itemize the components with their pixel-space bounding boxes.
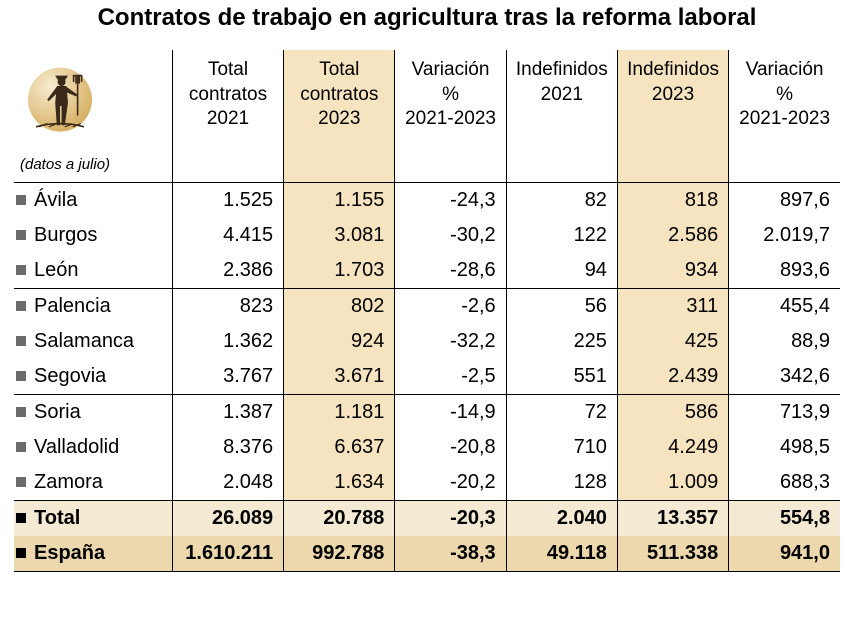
- cell: 56: [506, 289, 617, 325]
- cell: 2.386: [172, 253, 283, 289]
- row-label: Salamanca: [14, 324, 172, 359]
- cell: -32,2: [395, 324, 506, 359]
- col-header-c4: Indefinidos 2021: [506, 50, 617, 183]
- cell: 8.376: [172, 430, 283, 465]
- cell: 2.439: [617, 359, 728, 395]
- cell: 498,5: [729, 430, 840, 465]
- row-label: Ávila: [14, 183, 172, 219]
- subtitle: (datos a julio): [20, 156, 110, 173]
- table-title: Contratos de trabajo en agricultura tras…: [14, 0, 840, 50]
- contracts-table: (datos a julio) Total contratos 2021 Tot…: [14, 50, 840, 572]
- cell: -24,3: [395, 183, 506, 219]
- cell: 713,9: [729, 395, 840, 431]
- cell: 924: [284, 324, 395, 359]
- row-label: Palencia: [14, 289, 172, 325]
- cell: 551: [506, 359, 617, 395]
- row-label: León: [14, 253, 172, 289]
- cell: 128: [506, 465, 617, 501]
- cell: 1.181: [284, 395, 395, 431]
- col-header-c3: Variación % 2021-2023: [395, 50, 506, 183]
- table-row: Burgos4.4153.081-30,21222.5862.019,7: [14, 218, 840, 253]
- cell: 311: [617, 289, 728, 325]
- cell: 4.249: [617, 430, 728, 465]
- cell: 4.415: [172, 218, 283, 253]
- table-row: León2.3861.703-28,694934893,6: [14, 253, 840, 289]
- cell: 1.155: [284, 183, 395, 219]
- cell: 425: [617, 324, 728, 359]
- cell: 2.019,7: [729, 218, 840, 253]
- cell: 688,3: [729, 465, 840, 501]
- cell: 1.362: [172, 324, 283, 359]
- cell: 823: [172, 289, 283, 325]
- table-row: Palencia823802-2,656311455,4: [14, 289, 840, 325]
- espana-row: España 1.610.211 992.788 -38,3 49.118 51…: [14, 536, 840, 572]
- cell: 455,4: [729, 289, 840, 325]
- row-label: Burgos: [14, 218, 172, 253]
- cell: 225: [506, 324, 617, 359]
- cell: 1.703: [284, 253, 395, 289]
- row-label: Zamora: [14, 465, 172, 501]
- cell: 3.081: [284, 218, 395, 253]
- row-label: Soria: [14, 395, 172, 431]
- col-header-c2: Total contratos 2023: [284, 50, 395, 183]
- farmer-icon: [20, 58, 166, 146]
- cell: 710: [506, 430, 617, 465]
- cell: 1.009: [617, 465, 728, 501]
- table-row: Zamora2.0481.634-20,21281.009688,3: [14, 465, 840, 501]
- table-row: Ávila1.5251.155-24,382818897,6: [14, 183, 840, 219]
- cell: 88,9: [729, 324, 840, 359]
- table-header-row: (datos a julio) Total contratos 2021 Tot…: [14, 50, 840, 183]
- cell: -28,6: [395, 253, 506, 289]
- col-header-c5: Indefinidos 2023: [617, 50, 728, 183]
- row-label: Valladolid: [14, 430, 172, 465]
- table-row: Segovia3.7673.671-2,55512.439342,6: [14, 359, 840, 395]
- cell: 94: [506, 253, 617, 289]
- table-row: Salamanca1.362924-32,222542588,9: [14, 324, 840, 359]
- cell: -14,9: [395, 395, 506, 431]
- col-header-c1: Total contratos 2021: [172, 50, 283, 183]
- cell: 3.767: [172, 359, 283, 395]
- table-row: Soria1.3871.181-14,972586713,9: [14, 395, 840, 431]
- cell: 586: [617, 395, 728, 431]
- cell: 3.671: [284, 359, 395, 395]
- cell: 72: [506, 395, 617, 431]
- cell: -20,2: [395, 465, 506, 501]
- cell: 1.387: [172, 395, 283, 431]
- cell: 893,6: [729, 253, 840, 289]
- cell: 934: [617, 253, 728, 289]
- total-row: Total 26.089 20.788 -20,3 2.040 13.357 5…: [14, 501, 840, 537]
- cell: 1.525: [172, 183, 283, 219]
- cell: 897,6: [729, 183, 840, 219]
- cell: 82: [506, 183, 617, 219]
- row-label: Segovia: [14, 359, 172, 395]
- cell: 122: [506, 218, 617, 253]
- cell: 6.637: [284, 430, 395, 465]
- cell: -20,8: [395, 430, 506, 465]
- col-header-c6: Variación % 2021-2023: [729, 50, 840, 183]
- cell: 342,6: [729, 359, 840, 395]
- cell: -2,5: [395, 359, 506, 395]
- table-row: Valladolid8.3766.637-20,87104.249498,5: [14, 430, 840, 465]
- cell: -2,6: [395, 289, 506, 325]
- cell: 802: [284, 289, 395, 325]
- cell: -30,2: [395, 218, 506, 253]
- cell: 2.586: [617, 218, 728, 253]
- cell: 818: [617, 183, 728, 219]
- header-label-cell: (datos a julio): [14, 50, 172, 183]
- cell: 1.634: [284, 465, 395, 501]
- cell: 2.048: [172, 465, 283, 501]
